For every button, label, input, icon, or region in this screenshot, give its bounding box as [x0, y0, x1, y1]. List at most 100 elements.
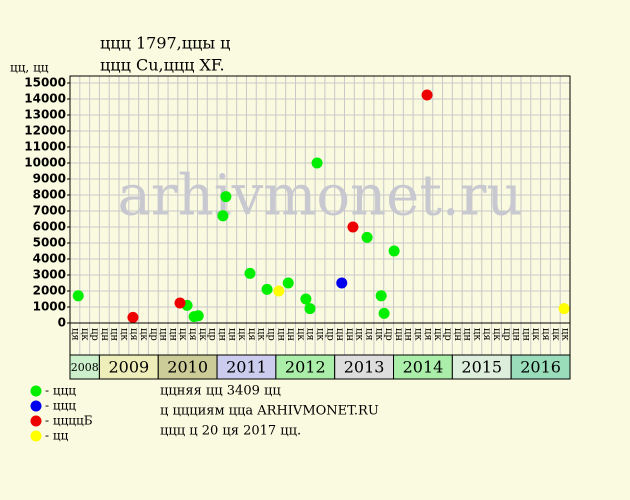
period-label: цр [89, 328, 100, 341]
y-tick-label: 9000 [33, 172, 66, 186]
year-label: 2012 [285, 358, 326, 377]
period-label: цк [432, 328, 443, 341]
year-label: 2014 [403, 358, 444, 377]
period-label: цр [442, 328, 453, 341]
period-label: цн [462, 328, 473, 341]
point [273, 285, 285, 297]
period-label: цк [315, 328, 326, 341]
period-label: цр [501, 328, 512, 341]
point [375, 290, 387, 302]
y-tick-label: 12000 [24, 124, 66, 138]
year-label: 2008 [71, 361, 99, 374]
point [336, 277, 348, 289]
period-label: цн [334, 328, 345, 341]
y-tick-label: 15000 [24, 76, 66, 90]
period-label: ця [128, 328, 139, 341]
period-label: цн [285, 328, 296, 341]
point [174, 297, 186, 309]
period-label: цр [383, 328, 394, 341]
year-cell [451, 354, 512, 380]
year-label: 2015 [461, 358, 502, 377]
legend-label: - ццццБ [45, 414, 93, 428]
y-tick-label: 14000 [24, 92, 66, 106]
period-label: цк [373, 328, 384, 341]
note: ццняя цц 3409 цц [160, 384, 281, 399]
period-label: цк [295, 328, 306, 341]
period-label: цр [324, 328, 335, 341]
point [300, 293, 312, 305]
point [361, 231, 373, 243]
period-label: ця [540, 328, 551, 341]
year-label: 2011 [226, 358, 267, 377]
y-tick-label: 8000 [33, 188, 66, 202]
y-tick-label: 2000 [33, 284, 66, 298]
point [220, 191, 232, 203]
year-label: 2013 [344, 358, 385, 377]
period-label: ця [422, 328, 433, 341]
point [388, 245, 400, 257]
period-label: цн [216, 328, 227, 341]
period-label: цк [354, 328, 365, 341]
point [127, 311, 139, 323]
period-label: цк [530, 328, 541, 341]
period-label: цк [550, 328, 561, 341]
legend-marker [30, 415, 42, 427]
period-label: цн [158, 328, 169, 341]
point [217, 210, 229, 222]
period-label: цн [452, 328, 463, 341]
period-label: цр [148, 328, 159, 341]
period-label: цк [236, 328, 247, 341]
period-label: цк [118, 328, 129, 341]
point [421, 89, 433, 101]
period-label: ця [481, 328, 492, 341]
period-label: цк [491, 328, 502, 341]
period-label: ця [246, 328, 257, 341]
y-tick-label: 1000 [33, 300, 66, 314]
point [192, 310, 204, 322]
period-label: цн [167, 328, 178, 341]
y-tick-label: 13000 [24, 108, 66, 122]
marks [72, 89, 570, 323]
point [347, 221, 359, 233]
period-label: цр [265, 328, 276, 341]
chart-subtitle: ццц Cu,ццц XF. [100, 56, 225, 75]
period-label: цк [79, 328, 90, 341]
y-axis-label: цц, цц [10, 61, 49, 75]
note: ц ццциям ццa ARHIVMONET.RU [160, 404, 379, 419]
y-tick-label: 7000 [33, 204, 66, 218]
point [244, 267, 256, 279]
period-label: цн [226, 328, 237, 341]
period-label: цн [393, 328, 404, 341]
period-label: цк [471, 328, 482, 341]
legend-label: - ццц [45, 384, 76, 398]
y-tick-label: 10000 [24, 156, 66, 170]
year-cell [334, 354, 395, 380]
year-label: 2016 [520, 358, 561, 377]
point [558, 303, 570, 315]
year-label: 2009 [108, 358, 149, 377]
chart-title: ццц 1797,ццы ц [100, 34, 230, 53]
y-tick-label: 6000 [33, 220, 66, 234]
year-cell [510, 354, 571, 380]
year-label: 2010 [167, 358, 208, 377]
period-label: цк [138, 328, 149, 341]
period-label: цк [560, 328, 571, 341]
period-label: цк [256, 328, 267, 341]
period-label: цн [344, 328, 355, 341]
period-label: ця [364, 328, 375, 341]
period-label: цн [109, 328, 120, 341]
legend-marker [30, 430, 42, 442]
period-label: цр [207, 328, 218, 341]
period-label: цн [520, 328, 531, 341]
period-label: цн [511, 328, 522, 341]
point [72, 290, 84, 302]
point [282, 277, 294, 289]
plot-area [70, 76, 570, 323]
point [261, 283, 273, 295]
period-label: цн [275, 328, 286, 341]
legend-marker [30, 400, 42, 412]
period-label: цн [99, 328, 110, 341]
period-label: цн [403, 328, 414, 341]
period-label: ця [305, 328, 316, 341]
